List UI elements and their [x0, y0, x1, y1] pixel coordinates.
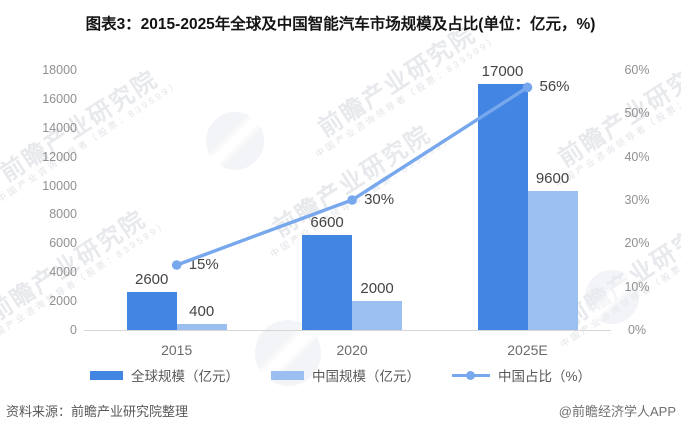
share-point-value: 30% [364, 191, 395, 208]
y-axis-left-tick: 14000 [42, 120, 77, 135]
source-note: 资料来源：前瞻产业研究院整理 [6, 404, 189, 419]
line-marker-icon [466, 370, 476, 380]
y-axis-left-tick: 8000 [49, 207, 77, 222]
global-bar-value: 6600 [310, 213, 344, 231]
global-bar-value: 2600 [135, 271, 169, 289]
legend-label-china: 中国规模（亿元） [311, 369, 420, 384]
china-bar-value: 9600 [535, 170, 570, 188]
global-bar [477, 84, 528, 330]
china-bar [527, 191, 578, 330]
legend-label-global: 全球规模（亿元） [130, 369, 239, 384]
credit-note: @前瞻经济学人APP [558, 404, 676, 419]
china-bar [176, 324, 227, 330]
y-axis-right-tick: 10% [624, 279, 650, 294]
x-axis-label: 2015 [161, 342, 193, 358]
share-point-value: 15% [188, 256, 219, 273]
y-axis-left-tick: 2000 [49, 294, 77, 309]
y-axis-left-tick: 16000 [42, 91, 77, 106]
x-axis-label: 2020 [336, 342, 368, 358]
y-axis-right-tick: 20% [624, 236, 650, 251]
y-axis-left-tick: 18000 [42, 63, 77, 77]
y-axis-right-tick: 30% [624, 193, 650, 207]
global-bar-value: 17000 [481, 63, 524, 81]
legend-item-china: 中国规模（亿元） [270, 365, 420, 385]
y-axis-right-tick: 40% [624, 149, 650, 164]
footer: 资料来源：前瞻产业研究院整理 @前瞻经济学人APP [6, 401, 676, 420]
y-axis-right-tick: 0% [627, 323, 647, 337]
x-axis-line [84, 330, 611, 331]
china-bar-value: 400 [189, 303, 215, 321]
y-axis-right-tick: 60% [624, 63, 650, 77]
legend-item-share: 中国占比（%） [451, 365, 591, 385]
china-bar-swatch [270, 370, 304, 380]
legend-label-share: 中国占比（%） [497, 369, 591, 384]
china-bar [352, 301, 403, 330]
legend: 全球规模（亿元） 中国规模（亿元） 中国占比（%） [0, 365, 681, 385]
legend-item-global: 全球规模（亿元） [89, 365, 239, 385]
chart-title: 图表3：2015-2025年全球及中国智能汽车市场规模及占比(单位：亿元，%) [85, 16, 596, 33]
global-bar-swatch [89, 370, 123, 380]
y-axis-right-tick: 50% [624, 106, 650, 121]
y-axis-left-tick: 0 [70, 323, 77, 337]
y-axis-left-tick: 4000 [49, 265, 77, 280]
share-point-value: 56% [539, 78, 570, 96]
china-bar-value: 2000 [360, 280, 394, 298]
y-axis-left-tick: 10000 [42, 178, 77, 193]
y-axis-left-tick: 6000 [49, 236, 77, 251]
x-axis-label: 2025E [507, 342, 548, 358]
global-bar [126, 292, 177, 330]
share-line-swatch [451, 370, 490, 380]
y-axis-left-tick: 12000 [42, 149, 77, 164]
